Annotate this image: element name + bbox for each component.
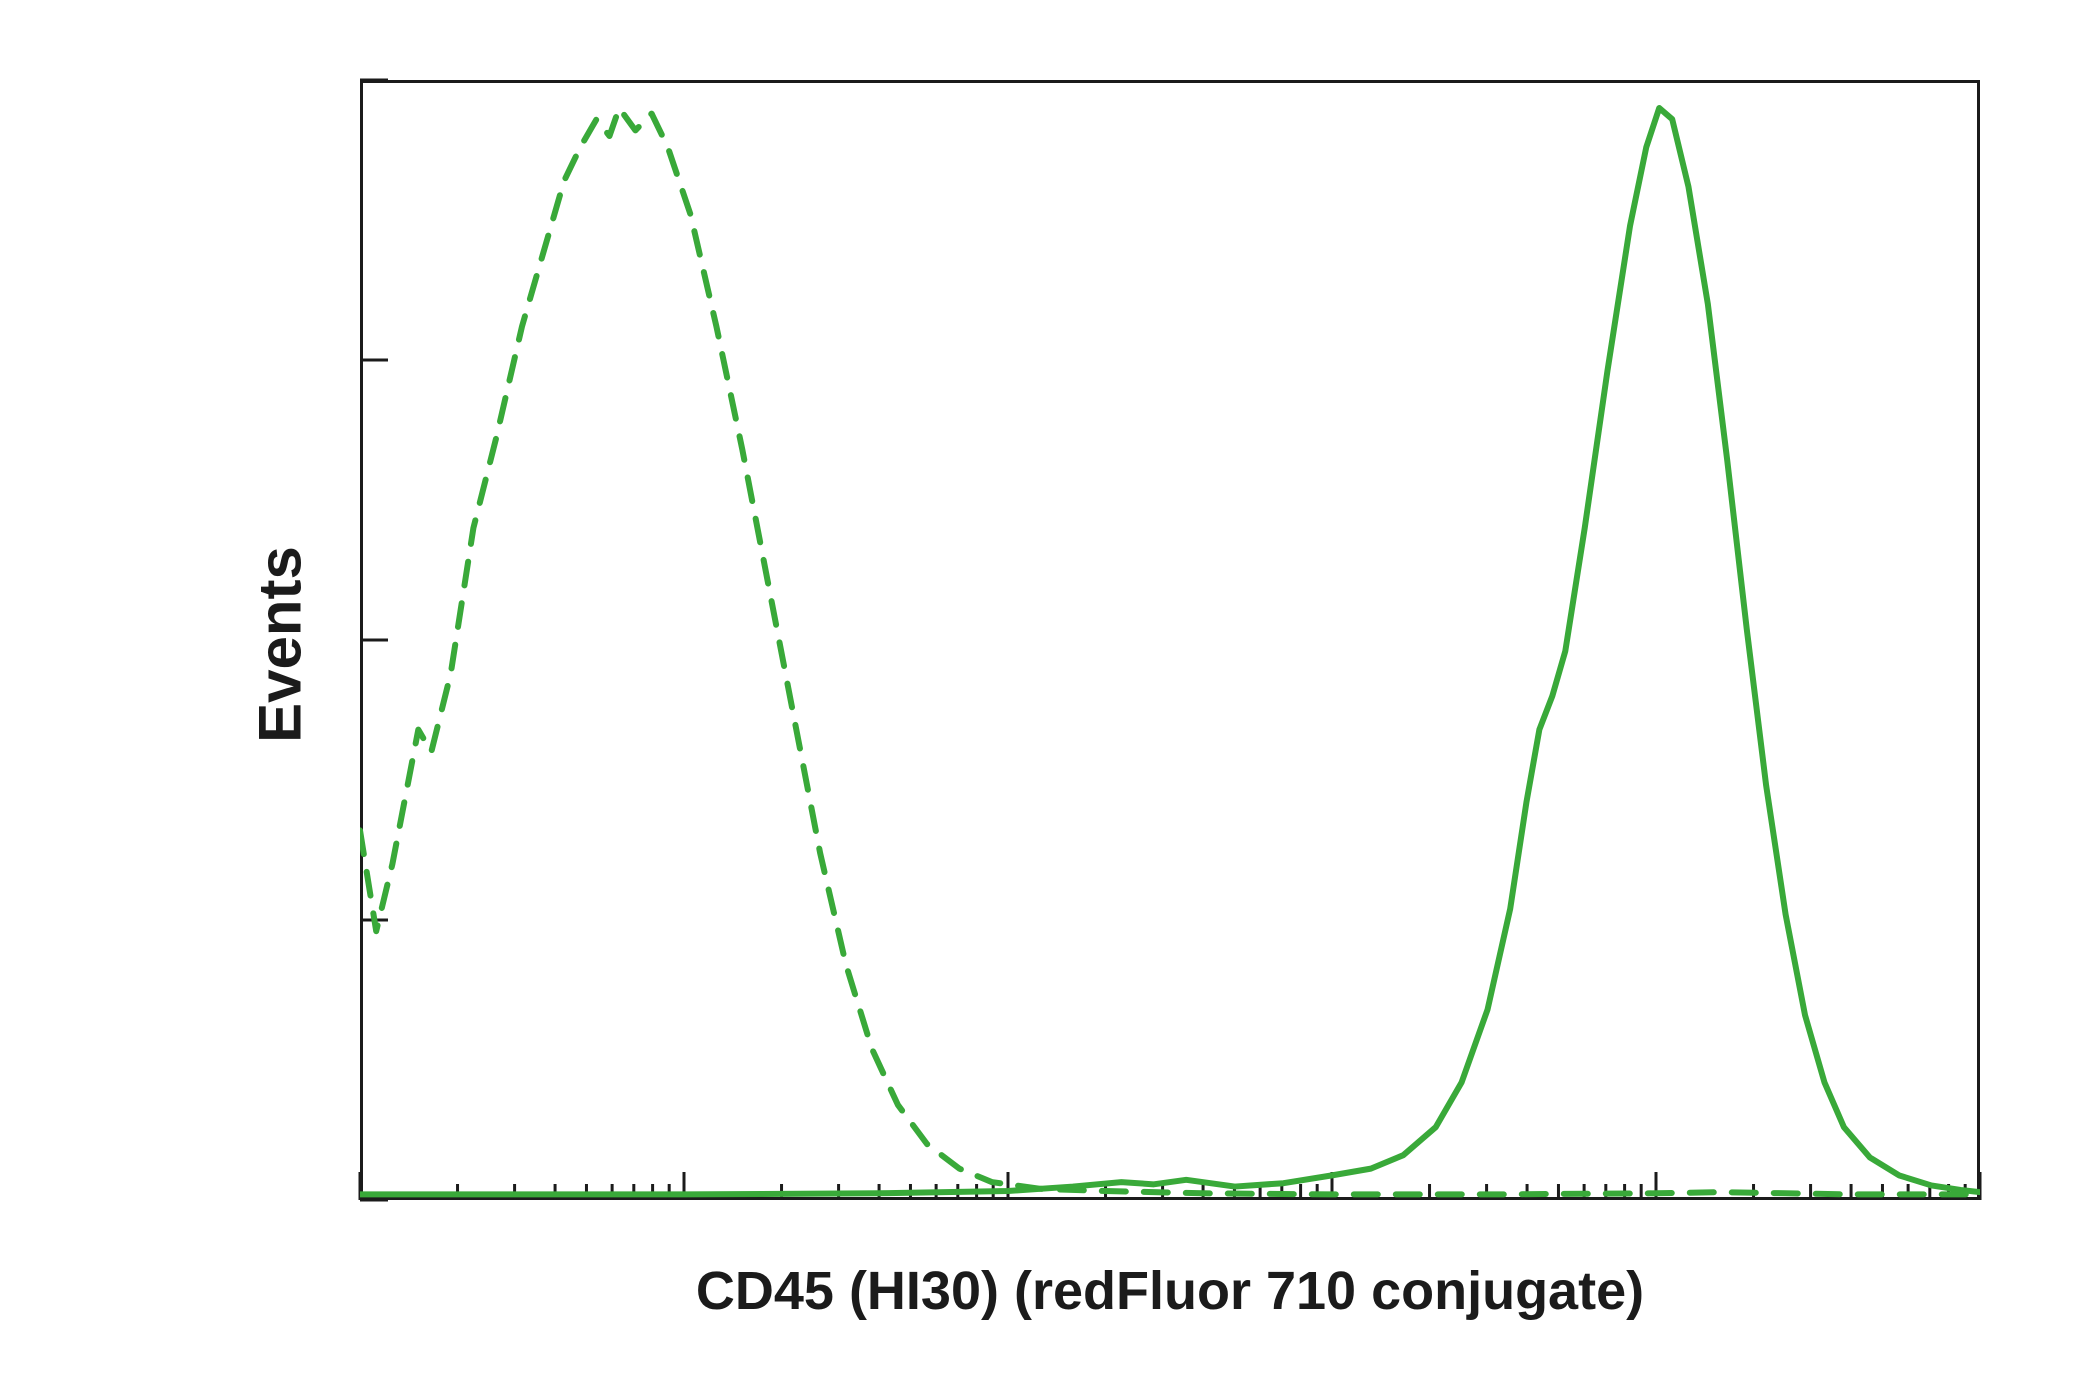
chart-stage: Events CD45 (HI30) (redFluor 710 conjuga… bbox=[0, 0, 2080, 1400]
series-cd45-stained bbox=[360, 108, 1980, 1194]
series-unstained-control bbox=[360, 108, 1980, 1194]
x-axis-label: CD45 (HI30) (redFluor 710 conjugate) bbox=[360, 1260, 1980, 1322]
y-axis-label: Events bbox=[246, 445, 315, 845]
